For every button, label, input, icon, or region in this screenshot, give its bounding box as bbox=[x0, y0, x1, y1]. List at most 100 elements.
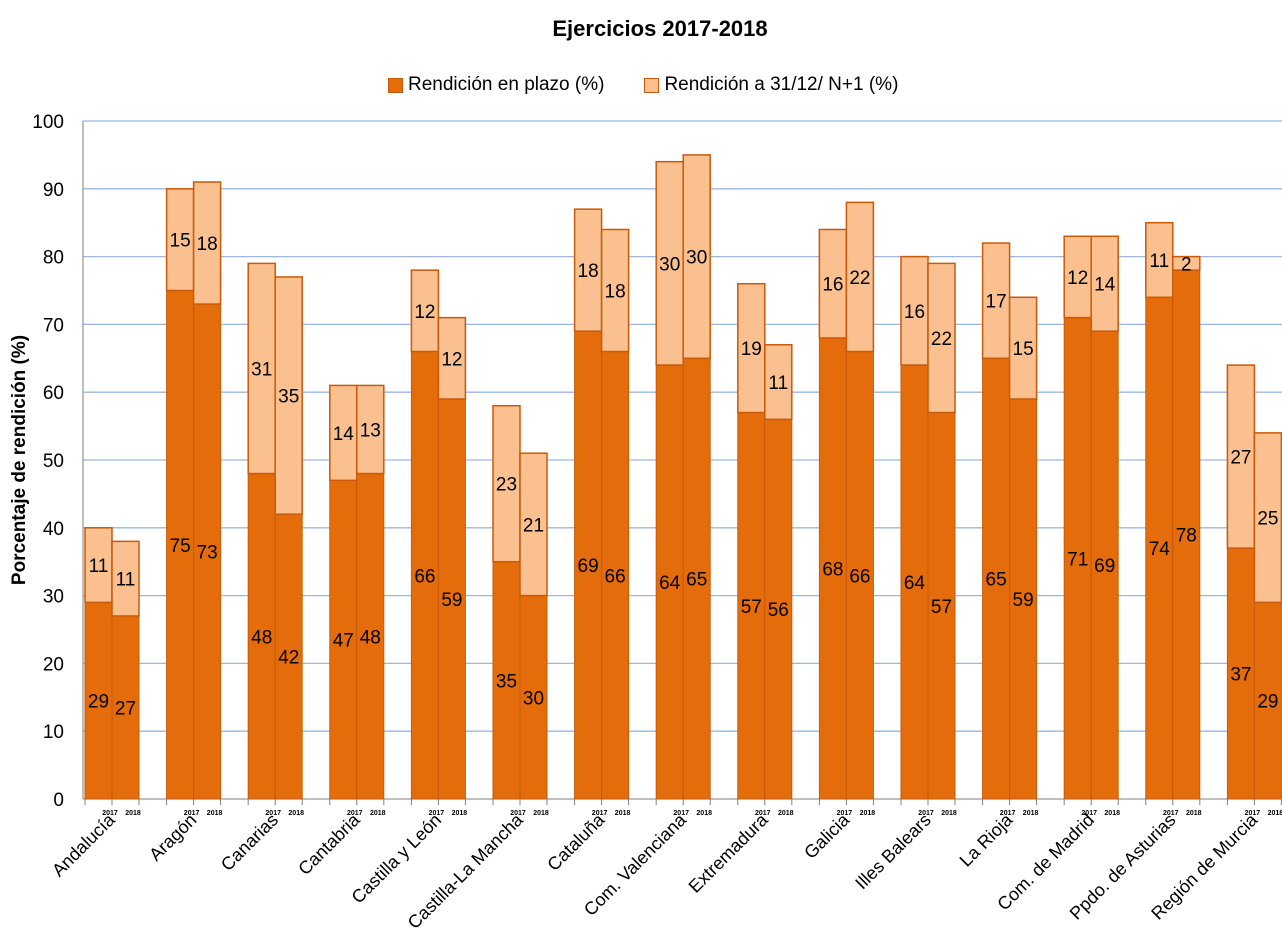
bar-rendicion-plazo bbox=[519, 595, 548, 800]
y-tick-label: 80 bbox=[43, 248, 64, 269]
bar-rendicion-n1 bbox=[682, 154, 711, 360]
bar-rendicion-n1 bbox=[927, 262, 956, 414]
data-label-n1: 21 bbox=[523, 515, 544, 536]
data-label-n1: 17 bbox=[986, 292, 1007, 313]
bar-rendicion-n1 bbox=[410, 269, 440, 353]
year-label: 2017 bbox=[1000, 810, 1016, 817]
bar-rendicion-plazo bbox=[193, 303, 222, 800]
data-label-plazo: 57 bbox=[741, 597, 762, 618]
y-tick-label: 40 bbox=[43, 519, 64, 540]
y-axis-title: Porcentaje de rendición (%) bbox=[9, 335, 30, 585]
year-label: 2018 bbox=[207, 810, 223, 817]
year-label: 2017 bbox=[510, 810, 526, 817]
bar-rendicion-plazo bbox=[655, 364, 684, 800]
data-label-n1: 15 bbox=[1013, 339, 1034, 360]
data-label-n1: 11 bbox=[116, 570, 136, 591]
bar-rendicion-n1 bbox=[1008, 296, 1038, 400]
bar-rendicion-n1 bbox=[1063, 235, 1092, 319]
bar-rendicion-plazo bbox=[927, 412, 956, 800]
data-label-plazo: 30 bbox=[523, 688, 544, 709]
y-tick-label: 100 bbox=[32, 112, 64, 133]
data-label-n1: 11 bbox=[768, 373, 788, 394]
data-label-plazo: 64 bbox=[659, 573, 681, 594]
data-label-plazo: 27 bbox=[115, 698, 136, 719]
year-label: 2018 bbox=[288, 810, 304, 817]
year-label: 2017 bbox=[1081, 810, 1097, 817]
year-label: 2018 bbox=[1023, 810, 1039, 817]
bar-rendicion-plazo bbox=[492, 561, 521, 800]
bar-rendicion-plazo bbox=[1172, 269, 1201, 800]
data-label-plazo: 66 bbox=[605, 566, 626, 587]
bar-rendicion-n1 bbox=[519, 452, 548, 597]
bar-rendicion-n1 bbox=[356, 384, 385, 475]
bar-rendicion-plazo bbox=[437, 398, 466, 800]
data-label-plazo: 71 bbox=[1067, 549, 1088, 570]
bar-rendicion-plazo bbox=[1090, 330, 1119, 800]
category-label: Galicia bbox=[800, 809, 854, 863]
data-label-plazo: 56 bbox=[768, 600, 789, 621]
data-label-plazo: 64 bbox=[904, 573, 926, 594]
bar-rendicion-plazo bbox=[166, 290, 195, 800]
data-label-plazo: 69 bbox=[1094, 556, 1115, 577]
year-label: 2018 bbox=[125, 810, 141, 817]
category-label: Illes Balears bbox=[851, 810, 934, 893]
bar-rendicion-n1 bbox=[165, 188, 195, 292]
data-label-n1: 12 bbox=[441, 349, 462, 370]
year-label: 2017 bbox=[265, 810, 281, 817]
data-label-n1: 35 bbox=[278, 387, 299, 408]
bar-rendicion-n1 bbox=[274, 276, 303, 515]
year-label: 2018 bbox=[615, 810, 631, 817]
year-label: 2017 bbox=[673, 810, 689, 817]
year-label: 2017 bbox=[1163, 810, 1179, 817]
legend-label-plazo: Rendición en plazo (%) bbox=[408, 74, 605, 95]
data-label-plazo: 47 bbox=[333, 631, 354, 652]
year-label: 2018 bbox=[533, 810, 549, 817]
year-label: 2017 bbox=[837, 810, 853, 817]
data-label-plazo: 66 bbox=[414, 566, 435, 587]
bar-rendicion-n1 bbox=[845, 201, 875, 353]
year-label: 2018 bbox=[778, 810, 794, 817]
y-tick-label: 0 bbox=[53, 790, 64, 811]
bar-rendicion-n1 bbox=[111, 540, 140, 617]
category-label: Extremadura bbox=[685, 809, 773, 897]
data-label-plazo: 42 bbox=[278, 648, 299, 669]
legend-item-n1: Rendición a 31/12/ N+1 (%) bbox=[644, 74, 898, 96]
data-label-plazo: 65 bbox=[686, 570, 707, 591]
data-label-plazo: 59 bbox=[441, 590, 462, 611]
year-label: 2017 bbox=[1245, 810, 1261, 817]
year-label: 2017 bbox=[429, 810, 445, 817]
data-label-plazo: 35 bbox=[496, 671, 517, 692]
data-label-n1: 25 bbox=[1257, 509, 1278, 530]
year-label: 2018 bbox=[452, 810, 468, 817]
category-label: Andalucía bbox=[48, 809, 119, 880]
year-label: 2017 bbox=[755, 810, 771, 817]
chart-title: Ejercicios 2017-2018 bbox=[552, 16, 768, 41]
bar-rendicion-n1 bbox=[329, 384, 358, 482]
legend-swatch-plazo bbox=[388, 77, 403, 93]
y-tick-label: 50 bbox=[43, 451, 64, 472]
year-label: 2018 bbox=[941, 810, 957, 817]
legend-item-plazo: Rendición en plazo (%) bbox=[388, 74, 604, 96]
y-tick-label: 30 bbox=[43, 587, 64, 608]
bar-rendicion-plazo bbox=[329, 479, 358, 800]
bar-rendicion-plazo bbox=[111, 615, 140, 800]
data-label-n1: 14 bbox=[1094, 275, 1116, 296]
year-label: 2018 bbox=[370, 810, 386, 817]
data-label-n1: 15 bbox=[170, 231, 191, 252]
year-label: 2017 bbox=[184, 810, 200, 817]
data-label-n1: 12 bbox=[414, 302, 435, 323]
bar-rendicion-plazo bbox=[1009, 398, 1038, 800]
data-label-plazo: 78 bbox=[1176, 526, 1197, 547]
bar-rendicion-n1 bbox=[437, 316, 467, 400]
bar-rendicion-plazo bbox=[84, 601, 113, 800]
year-label: 2018 bbox=[1186, 810, 1202, 817]
year-label: 2017 bbox=[102, 810, 118, 817]
bar-rendicion-n1 bbox=[1090, 235, 1119, 332]
year-label: 2018 bbox=[1104, 810, 1120, 817]
year-label: 2017 bbox=[592, 810, 608, 817]
year-label: 2017 bbox=[918, 810, 934, 817]
data-label-plazo: 74 bbox=[1149, 539, 1171, 560]
data-label-n1: 2 bbox=[1181, 254, 1192, 275]
year-label: 2018 bbox=[696, 810, 712, 817]
